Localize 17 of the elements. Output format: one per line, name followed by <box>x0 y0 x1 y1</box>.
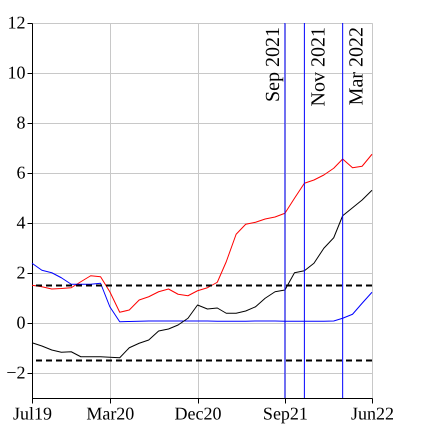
y-tick-label: 4 <box>16 212 26 232</box>
x-tick-label: Dec20 <box>174 404 222 424</box>
x-tick-label: Sep21 <box>262 404 308 424</box>
y-tick-label: 10 <box>8 62 26 82</box>
y-tick-label: 8 <box>16 112 26 132</box>
ref-line-label: Mar 2022 <box>346 27 368 106</box>
x-tick-label: Jul19 <box>12 404 52 424</box>
ref-line-label: Nov 2021 <box>307 27 330 106</box>
y-tick-label: 2 <box>16 262 26 282</box>
line-series <box>32 154 372 313</box>
x-tick-label: Jun22 <box>350 404 394 424</box>
y-tick-label: 6 <box>16 162 26 182</box>
ref-line-label: Sep 2021 <box>262 27 284 102</box>
x-tick-label: Mar20 <box>86 404 134 424</box>
y-tick-label: 0 <box>16 312 26 332</box>
y-tick-label: −2 <box>6 362 26 382</box>
y-tick-label: 12 <box>8 12 26 32</box>
